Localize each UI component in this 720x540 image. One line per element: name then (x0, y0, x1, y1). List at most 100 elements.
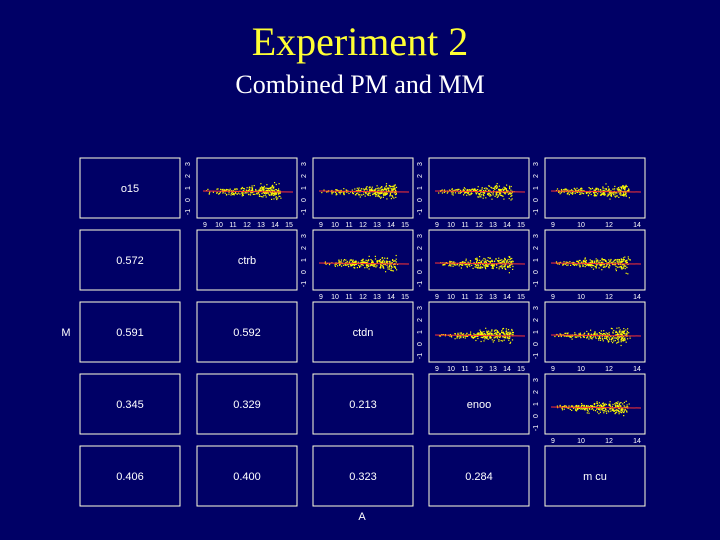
scatter-point (379, 193, 381, 195)
scatter-point (607, 340, 609, 342)
scatter-point (262, 191, 264, 194)
scatter-point (503, 339, 505, 341)
scatter-point (596, 406, 598, 408)
scatter-point (250, 189, 252, 191)
scatter-point (480, 336, 482, 338)
scatter-point (612, 409, 615, 411)
scatter-point (488, 185, 490, 187)
scatter-point (376, 190, 378, 192)
scatter-point (358, 194, 360, 196)
scatter-point (599, 260, 601, 262)
scatter-point (621, 332, 623, 334)
scatter-point (359, 196, 361, 198)
scatter-point (620, 405, 622, 407)
scatter-point (335, 189, 337, 191)
scatter-point (496, 264, 498, 266)
scatter-point (571, 193, 574, 195)
scatter-point (606, 336, 608, 338)
scatter-point (584, 332, 586, 334)
scatter-point (504, 258, 506, 260)
scatter-point (379, 187, 381, 189)
scatter-point (605, 338, 607, 340)
scatter-point (389, 194, 391, 196)
fit-line (434, 262, 526, 265)
scatter-point (385, 193, 387, 196)
scatter-point (331, 193, 333, 195)
scatter-point (484, 338, 486, 340)
scatter-point (490, 186, 492, 188)
y-tick-label: 2 (301, 174, 308, 178)
scatter-point (503, 186, 505, 188)
scatter-point (583, 263, 585, 265)
scatter-point (367, 260, 370, 262)
scatter-point (454, 338, 456, 340)
scatter-point (507, 193, 510, 195)
scatter-point (331, 192, 333, 194)
scatter-point (625, 184, 627, 186)
scatter-point (480, 267, 482, 269)
scatter-point (456, 189, 458, 191)
scatter-point (622, 194, 624, 196)
panel-frame-r1-c2 (312, 229, 414, 291)
scatter-point (562, 264, 564, 266)
scatter-point (487, 264, 489, 266)
scatter-point (512, 333, 514, 335)
scatter-point (598, 332, 600, 334)
scatter-point (622, 267, 624, 269)
scatter-point (604, 334, 607, 336)
scatter-point (501, 189, 503, 191)
scatter-point (343, 192, 345, 194)
scatter-point (558, 191, 560, 193)
scatter-point (503, 266, 505, 268)
scatter-point (389, 193, 392, 195)
scatter-point (588, 187, 590, 189)
scatter-point (347, 264, 349, 266)
scatter-point (612, 336, 615, 338)
scatter-point (594, 406, 596, 408)
scatter-point (476, 259, 478, 262)
panel-frame-r4-c3 (428, 445, 530, 507)
scatter-point (614, 188, 616, 190)
scatter-point (343, 259, 345, 261)
scatter-point (271, 185, 273, 187)
scatter-point (385, 192, 387, 194)
scatter-point (625, 262, 627, 264)
scatter-point (500, 192, 502, 194)
scatter-point (352, 260, 354, 262)
scatter-point (612, 407, 614, 409)
scatter-point (470, 334, 472, 336)
x-tick-label: 12 (605, 294, 613, 301)
scatter-point (622, 260, 624, 263)
scatter-point (596, 411, 599, 413)
scatter-point (617, 262, 619, 264)
scatter-point (480, 196, 482, 198)
scatter-point (390, 264, 392, 266)
scatter-point (601, 257, 603, 260)
panel-frame-r3-c3 (428, 373, 530, 435)
scatter-point (371, 264, 373, 266)
scatter-point (356, 267, 358, 269)
scatter-point (492, 267, 494, 270)
scatter-point (271, 189, 273, 192)
scatter-point (576, 264, 578, 266)
scatter-point (374, 258, 377, 260)
scatter-point (457, 333, 459, 335)
scatter-point (382, 189, 384, 191)
scatter-point (485, 197, 487, 199)
scatter-point (559, 404, 561, 406)
scatter-point (479, 266, 481, 269)
scatter-point (237, 192, 240, 194)
scatter-point (601, 409, 603, 411)
scatter-point (345, 264, 347, 266)
scatter-point (620, 406, 622, 408)
scatter-point (374, 190, 376, 192)
scatter-point (627, 406, 629, 408)
scatter-point (607, 262, 609, 264)
scatter-point (366, 267, 368, 269)
scatter-point (464, 264, 466, 266)
y-tick-label: -1 (301, 209, 308, 215)
scatter-point (450, 335, 453, 337)
scatter-point (609, 401, 611, 403)
scatter-point (356, 192, 358, 195)
scatter-point (578, 407, 581, 409)
